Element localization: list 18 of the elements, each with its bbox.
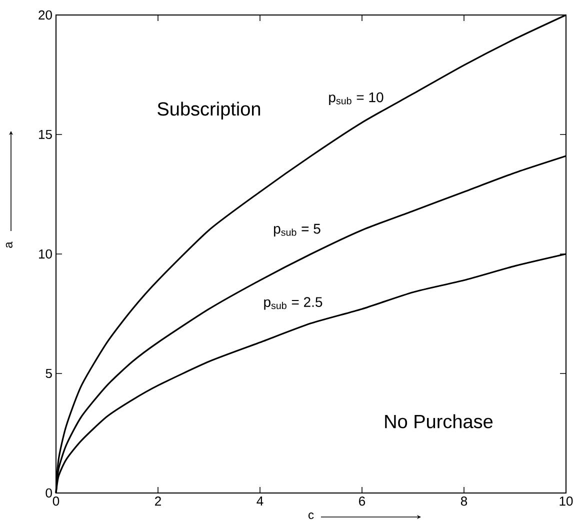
x-tick-label: 2	[155, 496, 161, 506]
y-tick-label: 15	[39, 130, 52, 140]
x-tick-label: 4	[256, 496, 264, 506]
x-tick-label: 6	[359, 496, 366, 506]
y-tick-label: 20	[38, 10, 52, 20]
annotation: Subscription	[158, 102, 260, 120]
series-label: p$_{sub}$ = 10	[329, 92, 384, 106]
y-tick-label: 5	[46, 368, 52, 378]
x-axis-title: c	[308, 512, 314, 520]
x-tick-label: 0	[52, 496, 60, 506]
y-tick-label: 10	[39, 249, 52, 259]
y-tick-label: 0	[46, 488, 52, 498]
annotation: No Purchase	[385, 414, 493, 428]
x-tick-label: 8	[460, 496, 468, 506]
series-label: p$_{sub}$ = 2.5	[264, 297, 322, 310]
y-axis-title: a	[6, 242, 12, 248]
series-label: p$_{sub}$ = 5	[274, 224, 320, 236]
x-tick-label: 10	[560, 496, 573, 506]
